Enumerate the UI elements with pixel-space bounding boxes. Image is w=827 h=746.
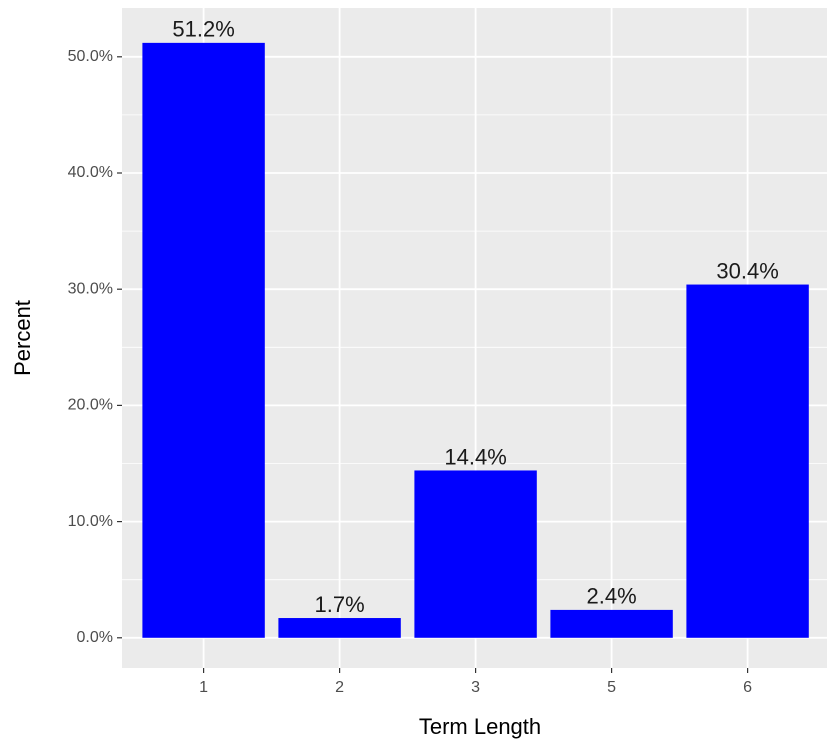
bar bbox=[414, 470, 537, 638]
y-tick-label: 20.0% bbox=[68, 397, 113, 414]
bar bbox=[550, 609, 673, 638]
value-label: 51.2% bbox=[172, 17, 234, 42]
x-tick-label: 5 bbox=[607, 679, 616, 696]
y-tick-label: 40.0% bbox=[68, 164, 113, 181]
x-tick-label: 6 bbox=[743, 679, 752, 696]
y-tick-label: 30.0% bbox=[68, 280, 113, 297]
y-tick-label: 0.0% bbox=[77, 629, 113, 646]
value-label: 30.4% bbox=[716, 258, 778, 283]
y-axis-title: Percent bbox=[10, 300, 35, 376]
bar bbox=[278, 618, 401, 638]
y-tick-label: 50.0% bbox=[68, 48, 113, 65]
x-tick-label: 1 bbox=[199, 679, 208, 696]
value-label: 14.4% bbox=[444, 444, 506, 469]
bar bbox=[686, 284, 809, 638]
y-tick-label: 10.0% bbox=[68, 513, 113, 530]
x-axis-title: Term Length bbox=[419, 714, 541, 739]
bar bbox=[142, 42, 265, 638]
x-tick-label: 3 bbox=[471, 679, 480, 696]
value-label: 1.7% bbox=[315, 592, 365, 617]
x-tick-label: 2 bbox=[335, 679, 344, 696]
value-label: 2.4% bbox=[587, 584, 637, 609]
